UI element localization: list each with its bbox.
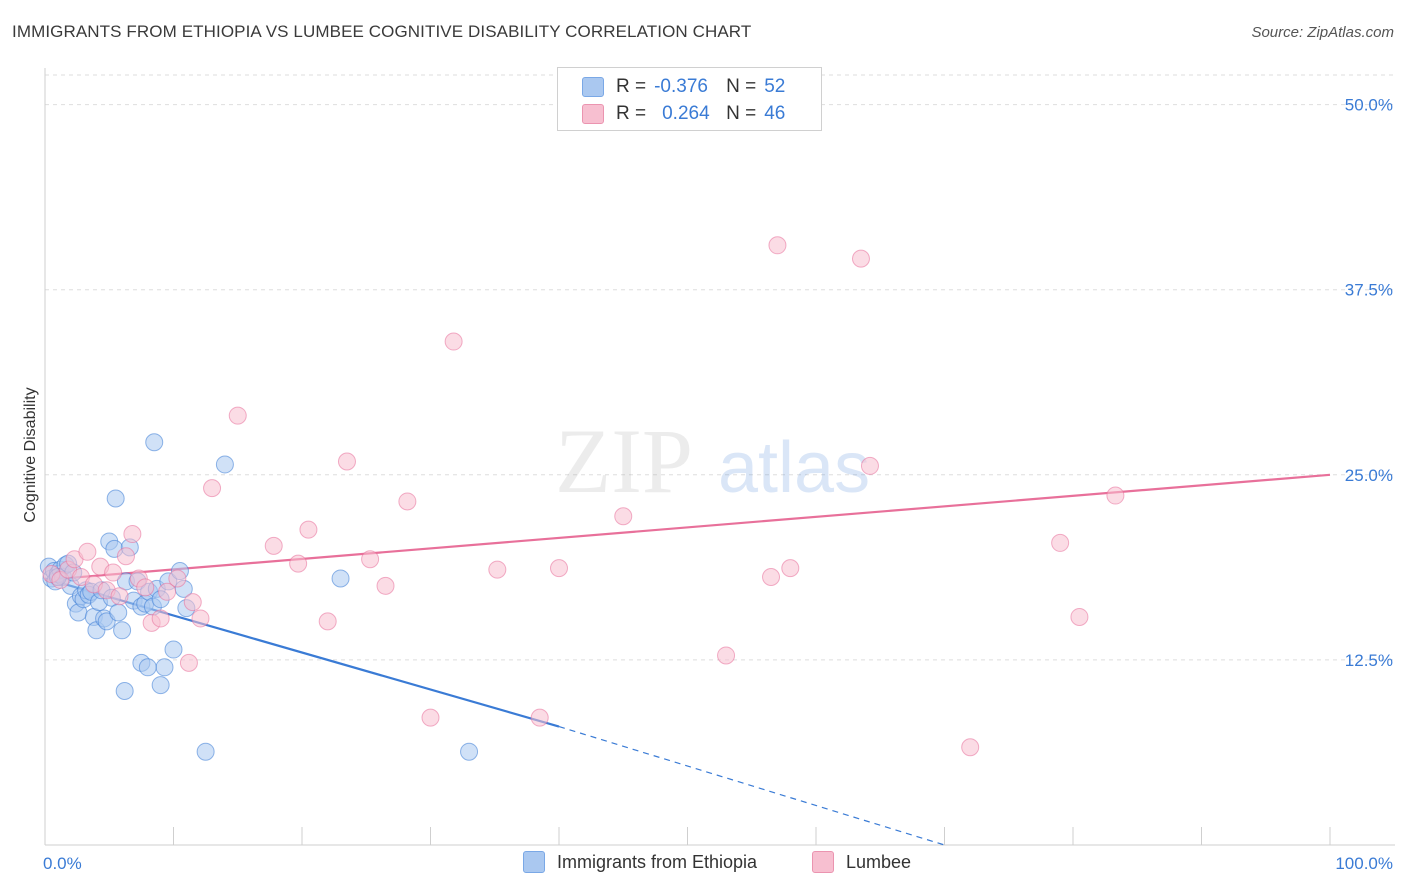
series-label-lumbee: Lumbee bbox=[846, 851, 912, 872]
gridlines bbox=[45, 74, 1395, 661]
data-point bbox=[116, 547, 135, 566]
data-point bbox=[136, 578, 155, 597]
data-points bbox=[39, 236, 1125, 761]
watermark-atlas: atlas bbox=[718, 428, 870, 508]
data-point bbox=[113, 621, 132, 640]
data-point bbox=[488, 560, 507, 579]
data-point bbox=[78, 542, 97, 561]
data-point bbox=[196, 742, 215, 761]
chart-title: IMMIGRANTS FROM ETHIOPIA VS LUMBEE COGNI… bbox=[12, 22, 752, 41]
r-label: R = bbox=[616, 103, 647, 124]
y-tick-label: 50.0% bbox=[1345, 96, 1393, 115]
data-point bbox=[191, 609, 210, 628]
series-legend-ethiopia[interactable]: Immigrants from Ethiopia bbox=[523, 851, 757, 873]
axes bbox=[44, 68, 1395, 846]
y-tick-label: 25.0% bbox=[1345, 466, 1393, 485]
data-point bbox=[264, 536, 283, 555]
data-point bbox=[158, 582, 177, 601]
data-point bbox=[318, 612, 337, 631]
y-tick-label: 37.5% bbox=[1345, 281, 1393, 300]
data-point bbox=[228, 406, 247, 425]
data-point bbox=[331, 569, 350, 588]
y-tick-label: 12.5% bbox=[1345, 651, 1393, 670]
watermark-zip: ZIP bbox=[555, 410, 693, 512]
x-tick-label: 100.0% bbox=[1335, 854, 1393, 873]
data-point bbox=[155, 658, 174, 677]
series-legend-lumbee[interactable]: Lumbee bbox=[812, 851, 911, 873]
r-value-ethiopia: -0.376 bbox=[654, 76, 708, 97]
data-point bbox=[444, 332, 463, 351]
n-label: N = bbox=[726, 76, 757, 97]
data-point bbox=[123, 525, 142, 544]
legend-row-lumbee: R = 0.264 N = 46 bbox=[582, 101, 785, 127]
series-points-lumbee bbox=[42, 236, 1125, 757]
data-point bbox=[762, 567, 781, 586]
data-point bbox=[1051, 533, 1070, 552]
data-point bbox=[376, 576, 395, 595]
data-point bbox=[337, 452, 356, 471]
data-point bbox=[215, 455, 234, 474]
data-point bbox=[768, 236, 787, 255]
data-point bbox=[183, 593, 202, 612]
r-value-lumbee: 0.264 bbox=[662, 103, 710, 124]
data-point bbox=[398, 492, 417, 511]
data-point bbox=[530, 708, 549, 727]
series-swatch-lumbee bbox=[812, 851, 834, 873]
data-point bbox=[961, 738, 980, 757]
trend-extension-ethiopia bbox=[558, 725, 945, 846]
series-label-ethiopia: Immigrants from Ethiopia bbox=[557, 851, 758, 872]
data-point bbox=[164, 640, 183, 659]
data-point bbox=[851, 249, 870, 268]
data-point bbox=[1070, 607, 1089, 626]
data-point bbox=[110, 587, 129, 606]
data-point bbox=[106, 489, 125, 508]
data-point bbox=[151, 609, 170, 628]
n-value-lumbee: 46 bbox=[764, 103, 786, 124]
data-point bbox=[168, 569, 187, 588]
data-point bbox=[109, 603, 128, 622]
y-axis-label: Cognitive Disability bbox=[22, 387, 39, 522]
data-point bbox=[781, 559, 800, 578]
legend-row-ethiopia: R = -0.376 N = 52 bbox=[582, 74, 785, 100]
data-point bbox=[421, 708, 440, 727]
data-point bbox=[614, 507, 633, 526]
r-label: R = bbox=[616, 76, 647, 97]
data-point bbox=[203, 479, 222, 498]
correlation-legend: R = -0.376 N = 52 R = 0.264 N = 46 bbox=[557, 67, 822, 131]
data-point bbox=[299, 520, 318, 539]
watermark: ZIP atlas bbox=[555, 410, 870, 512]
data-point bbox=[179, 653, 198, 672]
data-point bbox=[104, 563, 123, 582]
legend-swatch-ethiopia bbox=[582, 77, 604, 97]
data-point bbox=[115, 682, 134, 700]
series-swatch-ethiopia bbox=[523, 851, 545, 873]
tick-labels: 12.5% 25.0% 37.5% 50.0% 0.0% 100.0% bbox=[43, 96, 1393, 873]
data-point bbox=[138, 658, 157, 677]
data-point bbox=[460, 742, 479, 761]
x-tick-label: 0.0% bbox=[43, 854, 82, 873]
data-point bbox=[145, 433, 164, 452]
data-point bbox=[860, 456, 879, 475]
data-point bbox=[151, 676, 170, 695]
data-point bbox=[361, 550, 380, 569]
data-point bbox=[1106, 486, 1125, 505]
n-label: N = bbox=[726, 103, 757, 124]
data-point bbox=[550, 559, 568, 578]
series-legend: Immigrants from Ethiopia Lumbee bbox=[0, 851, 1406, 879]
legend-swatch-lumbee bbox=[582, 104, 604, 124]
data-point bbox=[289, 554, 308, 573]
n-value-ethiopia: 52 bbox=[764, 76, 786, 97]
source-credit: Source: ZipAtlas.com bbox=[1251, 24, 1394, 41]
data-point bbox=[717, 646, 736, 665]
